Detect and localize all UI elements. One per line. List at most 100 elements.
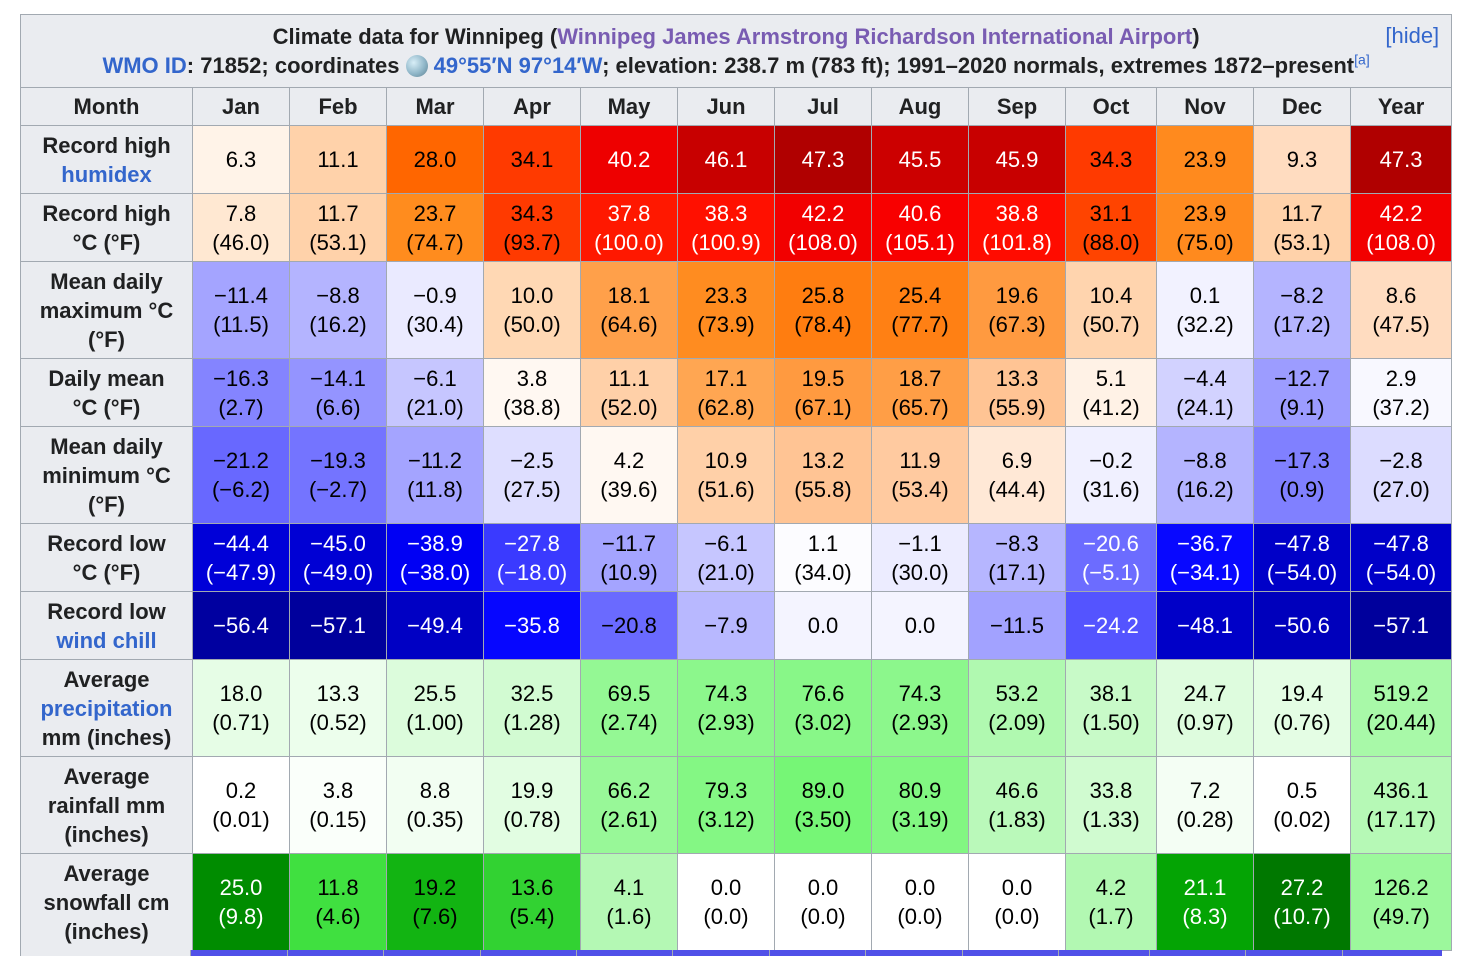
caption-title-prefix: Climate data for Winnipeg ( [272, 24, 558, 49]
cell-value: −47.8 [1373, 530, 1429, 556]
cell-value-secondary: (0.35) [406, 807, 464, 832]
cell-value-secondary: (1.50) [1082, 710, 1140, 735]
table-cell: 7.2 (0.28) [1156, 756, 1254, 854]
year-cell: −2.8 (27.0) [1349, 426, 1453, 524]
cell-value-secondary: (−54.0) [1266, 559, 1338, 585]
table-cell: −0.9 (30.4) [386, 261, 484, 359]
row-header-text: snowfall cm [43, 889, 170, 915]
cell-value: 19.2 [413, 875, 457, 900]
cell-value-secondary: (1.28) [503, 710, 561, 735]
table-cell: 19.9 (0.78) [483, 756, 581, 854]
table-cell: −19.3 (−2.7) [289, 426, 387, 524]
cell-value: 436.1 [1373, 778, 1429, 803]
cell-value-secondary: (1.83) [988, 807, 1046, 832]
cell-value-secondary: (4.6) [315, 904, 361, 929]
cell-value-secondary: (5.4) [509, 904, 555, 929]
cell-value-secondary: (−6.2) [211, 477, 271, 502]
column-header-jul: Jul [774, 87, 872, 126]
row-header: Mean daily minimum °C (°F) [20, 426, 193, 524]
row-header-link[interactable]: humidex [61, 161, 152, 187]
cell-value: 25.0 [219, 875, 263, 900]
hide-button[interactable]: [hide] [1385, 23, 1440, 48]
cell-value-secondary: (75.0) [1176, 229, 1234, 255]
table-cell: −49.4 [386, 591, 484, 660]
cell-value: 6.3 [225, 147, 257, 172]
cell-value: 38.3 [704, 200, 748, 226]
column-header-sep: Sep [968, 87, 1066, 126]
cell-value: 17.1 [704, 365, 748, 391]
table-cell: −57.1 [289, 591, 387, 660]
cut-off-cell [383, 950, 480, 956]
table-row: Record low wind chill −56.4 −57.1 −49.4 −35.8… [20, 591, 1453, 660]
table-cell: 25.4 (77.7) [871, 261, 969, 359]
table-cell: −8.3 (17.1) [968, 523, 1066, 592]
month-header: Month [20, 87, 193, 126]
cell-value-secondary: (0.9) [1279, 477, 1325, 502]
cell-value-secondary: (−34.1) [1169, 559, 1241, 585]
cell-value-secondary: (65.7) [891, 394, 949, 420]
cell-value-secondary: (21.0) [406, 394, 464, 420]
table-cell: −7.9 [677, 591, 775, 660]
cell-value: 0.2 [225, 778, 257, 803]
airport-link[interactable]: Winnipeg James Armstrong Richardson Inte… [557, 24, 1193, 49]
cell-value: 4.1 [613, 875, 645, 900]
table-cell: −20.8 [580, 591, 678, 660]
cell-value: 46.1 [704, 147, 748, 172]
table-row: Mean daily maximum °C (°F) −11.4 (11.5) −8.8 (… [20, 261, 1453, 359]
row-header-text: minimum °C [42, 462, 171, 488]
cell-value-secondary: (−18.0) [496, 559, 568, 585]
table-cell: −11.5 [968, 591, 1066, 660]
cut-off-cell [961, 950, 1059, 956]
wmo-id-link[interactable]: WMO ID [102, 53, 187, 78]
year-cell: 42.2 (108.0) [1349, 193, 1453, 262]
cut-off-cell [1148, 950, 1246, 956]
row-header-text: (°F) [88, 491, 125, 517]
cell-value-secondary: (0.01) [212, 807, 270, 832]
cell-value: 3.8 [322, 778, 354, 803]
cut-off-cell [20, 950, 191, 956]
table-cell: 4.1 (1.6) [580, 853, 678, 951]
cell-value-secondary: (11.8) [407, 477, 463, 502]
column-header-may: May [580, 87, 678, 126]
coordinates-link[interactable]: 49°55′N 97°14′W [433, 53, 603, 78]
cell-value-secondary: (53.1) [309, 229, 367, 255]
row-header-text: maximum °C [39, 297, 174, 323]
cell-value-secondary: (0.0) [703, 904, 749, 929]
cell-value: 79.3 [704, 778, 748, 803]
cell-value-secondary: (24.1) [1176, 394, 1234, 420]
table-cell: 3.8 (38.8) [483, 358, 581, 427]
column-header-aug: Aug [871, 87, 969, 126]
table-cell: −21.2 (−6.2) [192, 426, 290, 524]
table-cell: 38.1 (1.50) [1065, 659, 1157, 757]
cell-value: 23.7 [413, 200, 457, 226]
cell-value-secondary: (0.0) [800, 904, 846, 929]
cell-value: 4.2 [1095, 875, 1127, 900]
cell-value-secondary: (1.33) [1082, 807, 1140, 832]
cell-value-secondary: (108.0) [1366, 229, 1436, 255]
cell-value-secondary: (55.8) [794, 477, 852, 502]
cell-value: 23.9 [1183, 147, 1227, 172]
table-cell: 11.7 (53.1) [289, 193, 387, 262]
cell-value: 25.8 [801, 283, 845, 308]
cell-value: 45.9 [995, 147, 1039, 172]
table-row: Daily mean °C (°F) −16.3 (2.7) −14.1 (6.6) −6.… [20, 358, 1453, 427]
cell-value: −24.2 [1083, 613, 1139, 638]
cell-value: 40.2 [607, 147, 651, 172]
footnote-a-link[interactable]: [a] [1354, 51, 1370, 68]
cell-value-secondary: (100.9) [691, 229, 761, 255]
cell-value-secondary: (10.9) [600, 559, 658, 585]
cell-value: 11.7 [1281, 200, 1323, 226]
cell-value: 0.1 [1189, 283, 1221, 308]
header-row: Month Jan Feb Mar Apr May Jun Jul Aug Sep Oct Nov De… [20, 87, 1453, 126]
cell-value: −27.8 [504, 530, 560, 556]
row-header-link[interactable]: precipitation [40, 695, 173, 721]
table-cell: 42.2 (108.0) [774, 193, 872, 262]
row-header-link[interactable]: wind chill [56, 627, 157, 653]
cell-value: −16.3 [213, 365, 269, 391]
cell-value: 42.2 [1379, 200, 1423, 226]
table-cell: 24.7 (0.97) [1156, 659, 1254, 757]
cell-value-secondary: (105.1) [885, 229, 955, 255]
cell-value: −44.4 [213, 530, 269, 556]
row-header-text: Record high [42, 132, 171, 158]
cell-value: 0.5 [1286, 778, 1318, 803]
